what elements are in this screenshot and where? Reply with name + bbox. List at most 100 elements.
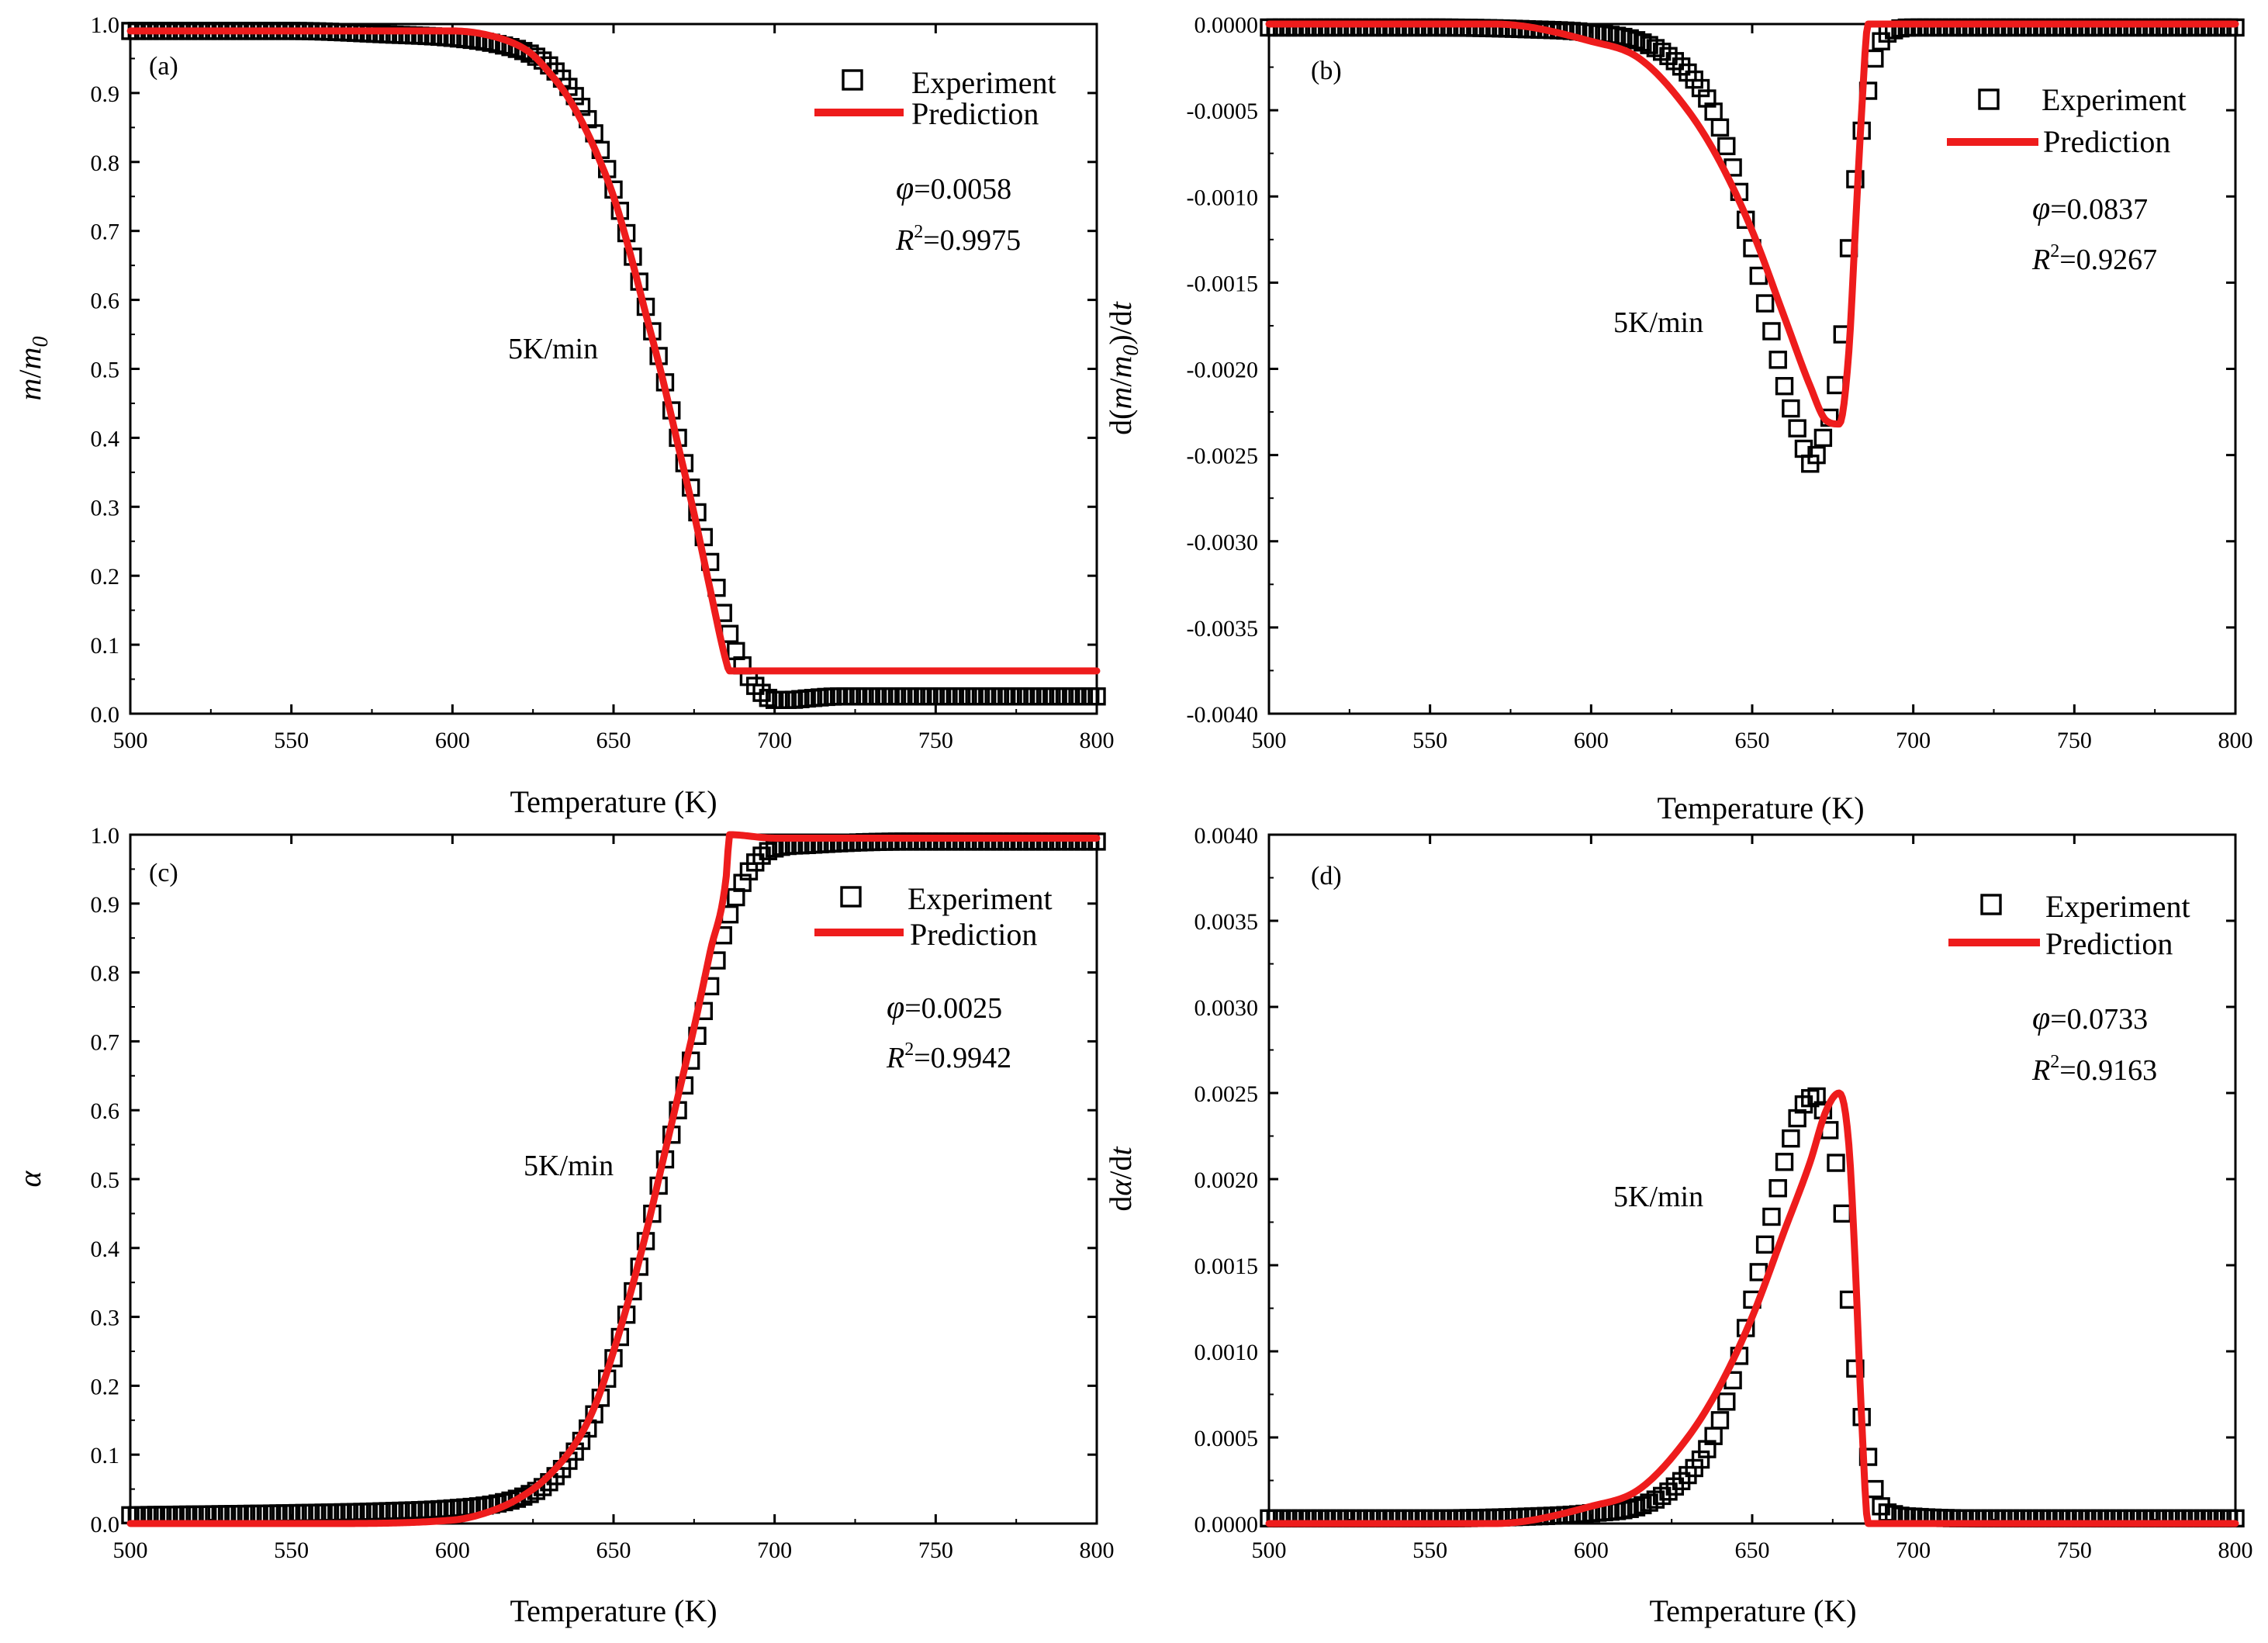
legend-prediction-label-b: Prediction [2043,124,2170,159]
x-axis-title-c: Temperature (K) [510,1593,717,1628]
legend-experiment-marker-d [1980,894,2002,915]
phi-annotation-c: φ=0.0025 [887,990,1002,1026]
y-tick-label-d: 0.0025 [1195,1081,1259,1107]
experiment-point-b [1807,445,1826,465]
legend-experiment-marker-b [1978,88,2000,110]
legend-prediction-label-a: Prediction [911,96,1039,131]
y-tick-label-b: 0.0000 [1195,12,1259,38]
y-tick-label-a: 0.7 [91,220,120,245]
legend-prediction-label-c: Prediction [910,917,1037,952]
y-tick-label-a: 0.2 [91,564,120,590]
y-tick-label-a: 0.4 [91,426,120,451]
rate-annotation-b: 5K/min [1613,306,1703,339]
y-tick-label-b: -0.0040 [1187,702,1259,728]
x-tick-label-b: 700 [1896,728,1931,753]
x-axis-title-b: Temperature (K) [1657,790,1864,825]
y-tick-label-b: -0.0015 [1187,271,1259,296]
y-axis-title-b: d(m/m0)/dt [1103,301,1143,435]
y-axis-title-d: dα/dt [1103,1147,1138,1212]
panel-label-a: (a) [149,52,178,81]
experiment-point-d [1846,1359,1865,1378]
experiment-point-b [1768,351,1787,369]
experiment-point-b [1813,428,1833,448]
y-tick-label-c: 0.7 [91,1029,120,1055]
y-tick-label-a: 1.0 [91,12,120,38]
rate-annotation-d: 5K/min [1613,1181,1703,1213]
y-tick-label-d: 0.0010 [1195,1340,1259,1365]
y-tick-label-c: 0.5 [91,1167,120,1193]
y-tick-label-c: 0.9 [91,892,120,918]
r2-annotation-a: R2=0.9975 [895,222,1021,257]
y-tick-label-d: 0.0035 [1195,909,1259,935]
experiment-point-d [1717,1392,1736,1411]
panel-d: 500 550 600 650 700 750 800 0.0000 0.0005 0.0010 0… [1103,823,2253,1628]
experiment-point-b [1788,419,1806,438]
x-axis-title-a: Temperature (K) [510,784,717,819]
y-axis-title-a: m/m0 [12,337,53,401]
x-tick-label-b: 550 [1412,728,1447,753]
x-tick-label-a: 550 [274,728,309,753]
experiment-point-a [1087,687,1106,706]
y-tick-label-d: 0.0020 [1195,1167,1259,1193]
prediction-line-c [126,831,1101,1527]
legend-experiment-label-b: Experiment [2042,82,2187,117]
r2-annotation-d: R2=0.9163 [2031,1052,2157,1087]
y-tick-label-c: 0.8 [91,961,120,987]
x-tick-label-d: 650 [1735,1538,1770,1563]
panel-label-c: (c) [149,859,178,887]
x-tick-label-d: 750 [2057,1538,2092,1563]
y-tick-label-d: 0.0005 [1195,1426,1259,1451]
experiment-point-b [1782,399,1800,418]
phi-annotation-d: φ=0.0733 [2032,1001,2148,1036]
x-tick-label-b: 800 [2218,728,2253,753]
prediction-line-d [1265,1089,2239,1527]
y-tick-label-b: -0.0020 [1187,358,1259,383]
y-tick-label-b: -0.0010 [1187,185,1259,210]
rate-annotation-a: 5K/min [508,333,598,365]
x-tick-label-b: 650 [1735,728,1770,753]
y-tick-label-a: 0.1 [91,633,120,659]
x-tick-label-c: 650 [596,1538,631,1563]
legend-experiment-marker-a [842,69,863,91]
x-tick-label-a: 750 [918,728,953,753]
x-tick-label-b: 750 [2057,728,2092,753]
experiment-point-d [1710,1411,1730,1430]
y-tick-label-a: 0.5 [91,358,120,383]
experiment-point-d [1762,1207,1781,1226]
panel-c: 500 550 600 650 700 750 800 0.0 0.1 0.2 0.3 0.4 0.5 0… [12,823,1115,1628]
y-tick-label-c: 0.1 [91,1443,120,1468]
x-tick-label-a: 800 [1080,728,1115,753]
r2-annotation-c: R2=0.9942 [886,1039,1011,1074]
experiment-point-d [1768,1179,1787,1198]
panel-a: 500 550 600 650 700 750 800 0.0 0.1 0.2 0.3 0.4 0.5 0… [12,12,1115,819]
x-tick-label-c: 500 [113,1538,148,1563]
x-tick-label-c: 800 [1080,1538,1115,1563]
x-tick-label-c: 750 [918,1538,953,1563]
y-tick-label-b: -0.0005 [1187,99,1259,124]
legend-prediction-label-d: Prediction [2045,926,2173,961]
experiment-point-b [1755,294,1775,313]
experiment-point-b [1762,322,1781,341]
x-tick-label-a: 700 [757,728,792,753]
y-tick-label-a: 0.0 [91,702,120,728]
x-tick-label-c: 600 [435,1538,470,1563]
x-tick-label-d: 800 [2218,1538,2253,1563]
y-tick-label-c: 0.4 [91,1237,120,1262]
y-tick-label-d: 0.0015 [1195,1254,1259,1279]
x-tick-label-d: 600 [1574,1538,1609,1563]
y-tick-label-c: 0.3 [91,1306,120,1331]
x-tick-label-b: 600 [1574,728,1609,753]
y-tick-label-d: 0.0030 [1195,995,1259,1021]
y-tick-label-d: 0.0040 [1195,823,1259,849]
y-tick-label-a: 0.6 [91,289,120,314]
x-tick-label-d: 550 [1412,1538,1447,1563]
phi-annotation-a: φ=0.0058 [896,171,1011,206]
prediction-line-b [1265,20,2239,428]
panel-label-b: (b) [1311,57,1342,85]
experiment-point-b [1717,137,1736,156]
x-tick-label-b: 500 [1252,728,1287,753]
panel-b: 500 550 600 650 700 750 800 -0.0040 -0.0035 -0.00… [1103,12,2253,825]
y-tick-label-b: -0.0035 [1187,616,1259,642]
